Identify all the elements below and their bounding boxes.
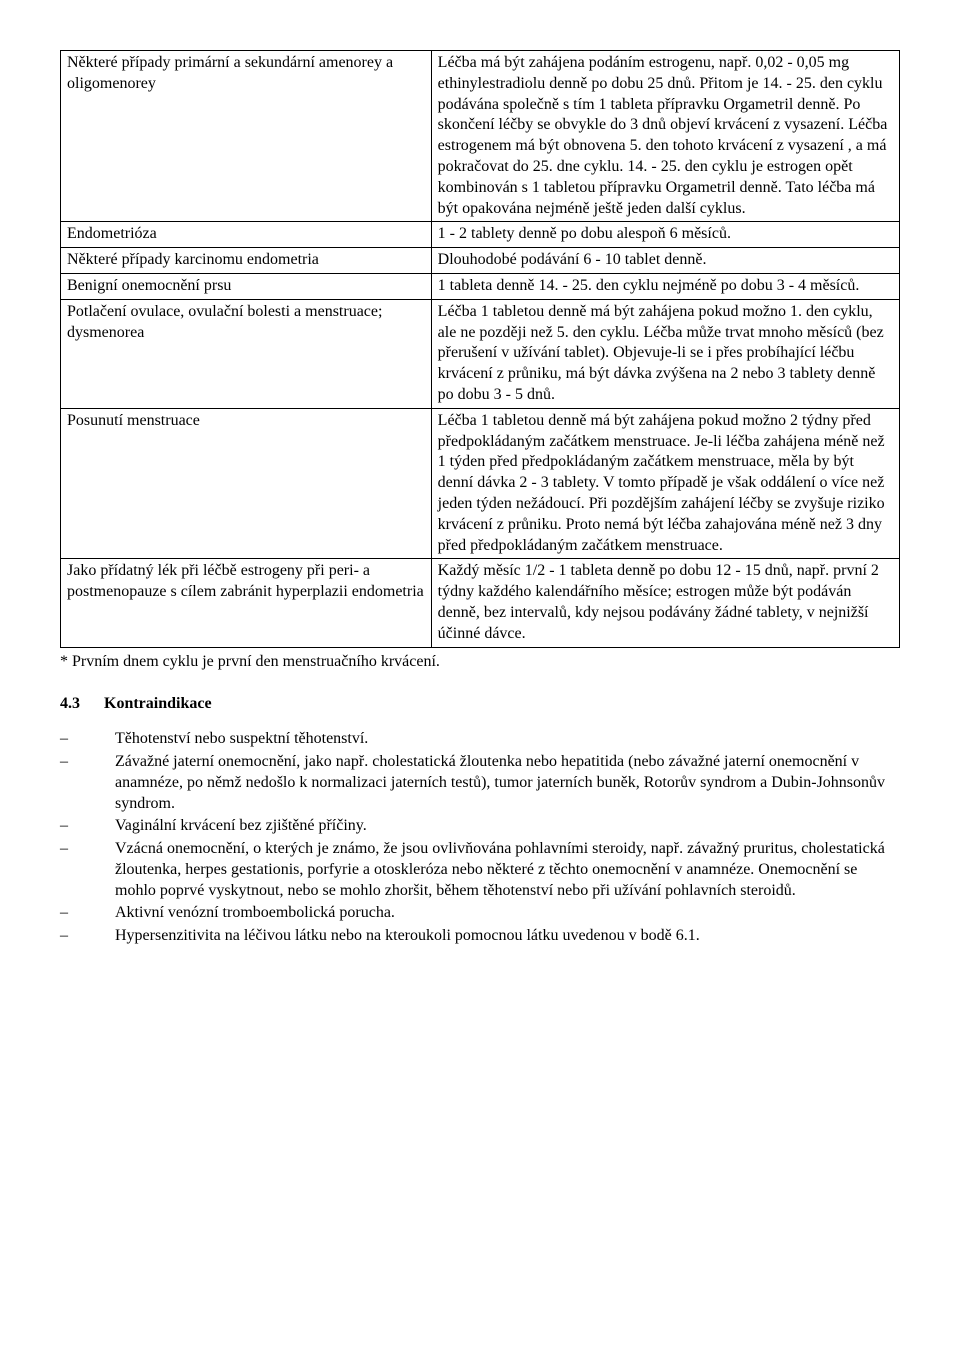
- contraindications-list: Těhotenství nebo suspektní těhotenství. …: [60, 729, 900, 947]
- table-footnote: * Prvním dnem cyklu je první den menstru…: [60, 652, 900, 673]
- indication-cell: Některé případy karcinomu endometria: [61, 248, 432, 274]
- dosage-table: Některé případy primární a sekundární am…: [60, 50, 900, 648]
- indication-cell: Posunutí menstruace: [61, 408, 432, 559]
- list-item: Závažné jaterní onemocnění, jako např. c…: [60, 752, 900, 814]
- section-number: 4.3: [60, 694, 100, 715]
- table-row: Jako přídatný lék při léčbě estrogeny př…: [61, 559, 900, 647]
- table-row: Posunutí menstruace Léčba 1 tabletou den…: [61, 408, 900, 559]
- dosage-cell: Dlouhodobé podávání 6 - 10 tablet denně.: [431, 248, 899, 274]
- list-item: Vaginální krvácení bez zjištěné příčiny.: [60, 816, 900, 837]
- table-row: Potlačení ovulace, ovulační bolesti a me…: [61, 299, 900, 408]
- dosage-cell: Léčba 1 tabletou denně má být zahájena p…: [431, 408, 899, 559]
- dosage-cell: Léčba 1 tabletou denně má být zahájena p…: [431, 299, 899, 408]
- table-row: Benigní onemocnění prsu 1 tableta denně …: [61, 273, 900, 299]
- dosage-cell: 1 tableta denně 14. - 25. den cyklu nejm…: [431, 273, 899, 299]
- table-row: Některé případy karcinomu endometria Dlo…: [61, 248, 900, 274]
- indication-cell: Jako přídatný lék při léčbě estrogeny př…: [61, 559, 432, 647]
- list-item: Aktivní venózní tromboembolická porucha.: [60, 903, 900, 924]
- section-heading: 4.3 Kontraindikace: [60, 694, 900, 715]
- table-row: Endometrióza 1 - 2 tablety denně po dobu…: [61, 222, 900, 248]
- indication-cell: Některé případy primární a sekundární am…: [61, 51, 432, 222]
- list-item: Těhotenství nebo suspektní těhotenství.: [60, 729, 900, 750]
- indication-cell: Benigní onemocnění prsu: [61, 273, 432, 299]
- indication-cell: Endometrióza: [61, 222, 432, 248]
- list-item: Hypersenzitivita na léčivou látku nebo n…: [60, 926, 900, 947]
- dosage-cell: Léčba má být zahájena podáním estrogenu,…: [431, 51, 899, 222]
- indication-cell: Potlačení ovulace, ovulační bolesti a me…: [61, 299, 432, 408]
- dosage-cell: Každý měsíc 1/2 - 1 tableta denně po dob…: [431, 559, 899, 647]
- list-item: Vzácná onemocnění, o kterých je známo, ž…: [60, 839, 900, 901]
- dosage-cell: 1 - 2 tablety denně po dobu alespoň 6 mě…: [431, 222, 899, 248]
- table-row: Některé případy primární a sekundární am…: [61, 51, 900, 222]
- section-label: Kontraindikace: [104, 695, 212, 712]
